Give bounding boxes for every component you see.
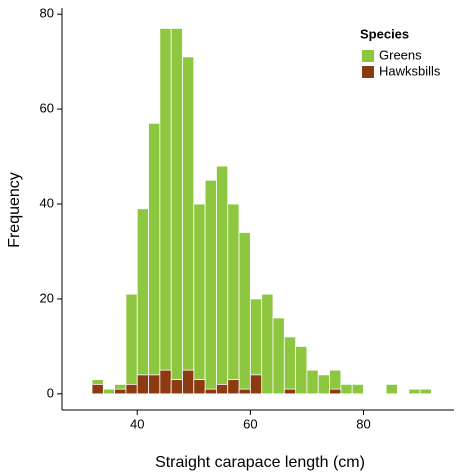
y-tick-label: 80: [40, 6, 54, 21]
histogram-bar: [385, 383, 398, 395]
histogram-bar: [125, 383, 138, 395]
histogram-bar: [102, 388, 116, 395]
histogram-bar: [170, 28, 183, 395]
x-axis-label: Straight carapace length (cm): [155, 454, 365, 471]
legend-swatch: [362, 66, 374, 78]
histogram-bar: [329, 388, 342, 395]
legend-swatch: [362, 50, 374, 62]
y-tick-label: 0: [47, 385, 54, 400]
histogram-bar: [227, 203, 240, 395]
histogram-bar: [238, 388, 251, 395]
histogram-bar: [193, 203, 206, 395]
histogram-bar: [249, 374, 263, 395]
histogram-bar: [261, 293, 274, 395]
y-tick-label: 20: [40, 290, 54, 305]
histogram-bar: [419, 388, 432, 395]
histogram-bar: [306, 369, 319, 395]
histogram-bar: [317, 374, 330, 395]
histogram-bar: [216, 383, 229, 395]
histogram-bar: [170, 379, 183, 395]
legend-label: Hawksbills: [379, 63, 441, 78]
histogram-bar: [204, 179, 217, 395]
histogram-bar: [193, 379, 206, 395]
y-tick-label: 40: [40, 195, 54, 210]
histogram-bar: [351, 383, 364, 395]
histogram-bar: [136, 374, 149, 395]
histogram-bar: [125, 293, 138, 395]
x-tick-label: 40: [130, 416, 144, 431]
histogram-bar: [114, 388, 127, 395]
histogram-bar: [159, 28, 172, 395]
histogram-bar: [216, 165, 229, 395]
histogram-bar: [136, 208, 149, 395]
histogram-bar: [295, 346, 308, 395]
histogram-bar: [148, 374, 161, 395]
legend-title: Species: [360, 26, 409, 41]
histogram-bar: [340, 383, 353, 395]
histogram-bar: [408, 388, 421, 395]
histogram-bar: [204, 388, 217, 395]
histogram-bar: [148, 122, 161, 395]
histogram-bar: [238, 232, 251, 395]
x-tick-label: 60: [243, 416, 257, 431]
histogram-bar: [159, 369, 172, 395]
y-axis-label: Frequency: [6, 172, 23, 248]
histogram-bar: [182, 56, 195, 395]
histogram-bar: [283, 336, 297, 395]
histogram-bar: [182, 369, 195, 395]
histogram-bar: [227, 379, 240, 395]
histogram-bar: [91, 383, 104, 395]
y-tick-label: 60: [40, 101, 54, 116]
histogram-bar: [272, 317, 285, 395]
legend-label: Greens: [379, 47, 422, 62]
x-tick-label: 80: [356, 416, 370, 431]
histogram-bar: [283, 388, 297, 395]
